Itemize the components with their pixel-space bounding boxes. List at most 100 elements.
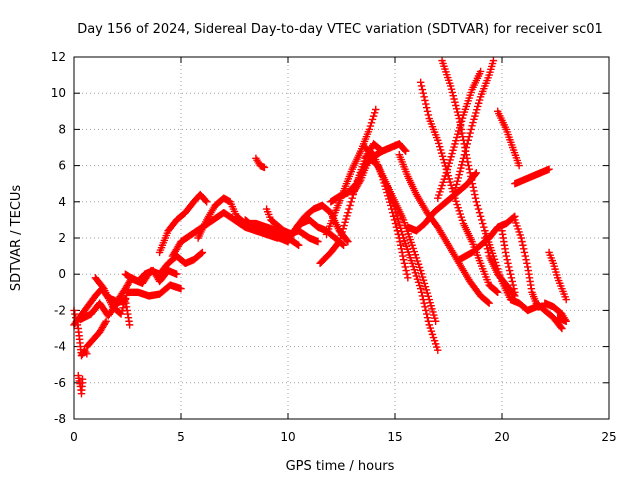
data-point — [422, 103, 431, 112]
data-point — [394, 214, 402, 223]
data-point — [545, 248, 553, 257]
data-point — [177, 284, 185, 293]
data-point — [426, 324, 435, 332]
data-point — [439, 59, 447, 68]
series-sat-s — [374, 161, 440, 325]
data-point — [347, 198, 355, 206]
series-sat-ac — [498, 227, 519, 296]
y-tick-label: 12 — [51, 50, 66, 64]
data-point — [413, 257, 422, 265]
data-point — [295, 241, 303, 249]
data-point — [418, 85, 427, 94]
data-point — [397, 245, 406, 253]
data-point — [474, 99, 483, 107]
data-point — [467, 176, 476, 184]
data-point — [449, 92, 457, 100]
series-sat-f — [91, 274, 185, 318]
data-point — [440, 175, 448, 183]
data-point — [441, 172, 449, 180]
data-point — [562, 295, 570, 304]
data-point — [416, 266, 425, 275]
data-point — [451, 140, 459, 148]
data-point — [404, 248, 413, 256]
data-point — [549, 259, 558, 268]
data-point — [343, 236, 351, 245]
data-point — [458, 216, 467, 225]
data-point — [407, 256, 415, 265]
data-point — [472, 109, 480, 117]
data-point — [473, 105, 481, 114]
data-point — [422, 100, 430, 108]
data-point — [421, 282, 430, 291]
data-point — [412, 254, 421, 262]
data-point — [442, 68, 450, 76]
data-point — [323, 227, 332, 236]
series-sat-t — [395, 151, 493, 307]
y-tick-label: -2 — [54, 303, 66, 317]
data-point — [442, 169, 451, 177]
series-sat-ag — [545, 248, 570, 304]
data-point — [488, 62, 496, 71]
data-point — [423, 289, 432, 297]
data-point — [513, 222, 521, 230]
data-point — [433, 343, 441, 351]
data-point — [511, 216, 519, 224]
data-point — [425, 295, 433, 304]
data-point — [510, 213, 518, 221]
data-point — [485, 71, 493, 79]
data-point — [430, 128, 439, 136]
data-point — [471, 190, 479, 199]
data-point — [479, 87, 487, 96]
x-axis-label: GPS time / hours — [286, 459, 395, 474]
data-point — [557, 323, 565, 331]
x-tick-label: 15 — [387, 430, 402, 444]
data-point — [444, 73, 452, 82]
data-point — [473, 201, 482, 210]
data-point — [410, 247, 418, 256]
data-point — [403, 245, 412, 253]
data-point — [547, 254, 555, 262]
data-point — [396, 237, 404, 246]
data-point — [342, 215, 350, 223]
y-tick-label: -6 — [54, 376, 66, 390]
y-tick-label: -4 — [54, 340, 66, 354]
data-point — [367, 119, 376, 127]
data-point — [405, 251, 413, 259]
data-point — [426, 298, 434, 307]
y-tick-label: 8 — [58, 122, 66, 136]
data-point — [452, 180, 461, 189]
data-point — [430, 311, 438, 319]
data-point — [507, 274, 516, 282]
data-point — [484, 298, 492, 306]
data-point — [482, 229, 490, 238]
data-point — [417, 288, 426, 296]
data-point — [470, 187, 478, 195]
data-point — [413, 275, 422, 283]
data-point — [365, 125, 374, 134]
data-point — [337, 231, 345, 239]
data-point — [339, 225, 347, 233]
data-point — [71, 310, 79, 318]
data-point — [471, 194, 480, 202]
data-point — [519, 241, 527, 249]
data-point — [344, 208, 352, 217]
data-point — [117, 310, 125, 318]
y-tick-label: 4 — [58, 195, 66, 209]
data-point — [401, 239, 410, 248]
data-point — [475, 96, 484, 104]
data-point — [399, 216, 408, 224]
data-point — [385, 195, 393, 203]
data-point — [335, 237, 344, 246]
data-point — [480, 267, 488, 276]
data-point — [467, 125, 475, 134]
data-point — [401, 263, 409, 271]
data-point — [475, 256, 484, 265]
data-point — [440, 62, 448, 70]
data-point — [120, 301, 128, 309]
data-point — [419, 295, 427, 304]
data-point — [484, 248, 493, 257]
data-point — [446, 156, 454, 164]
data-point — [399, 252, 407, 260]
data-point — [520, 248, 529, 257]
data-point — [551, 265, 559, 273]
